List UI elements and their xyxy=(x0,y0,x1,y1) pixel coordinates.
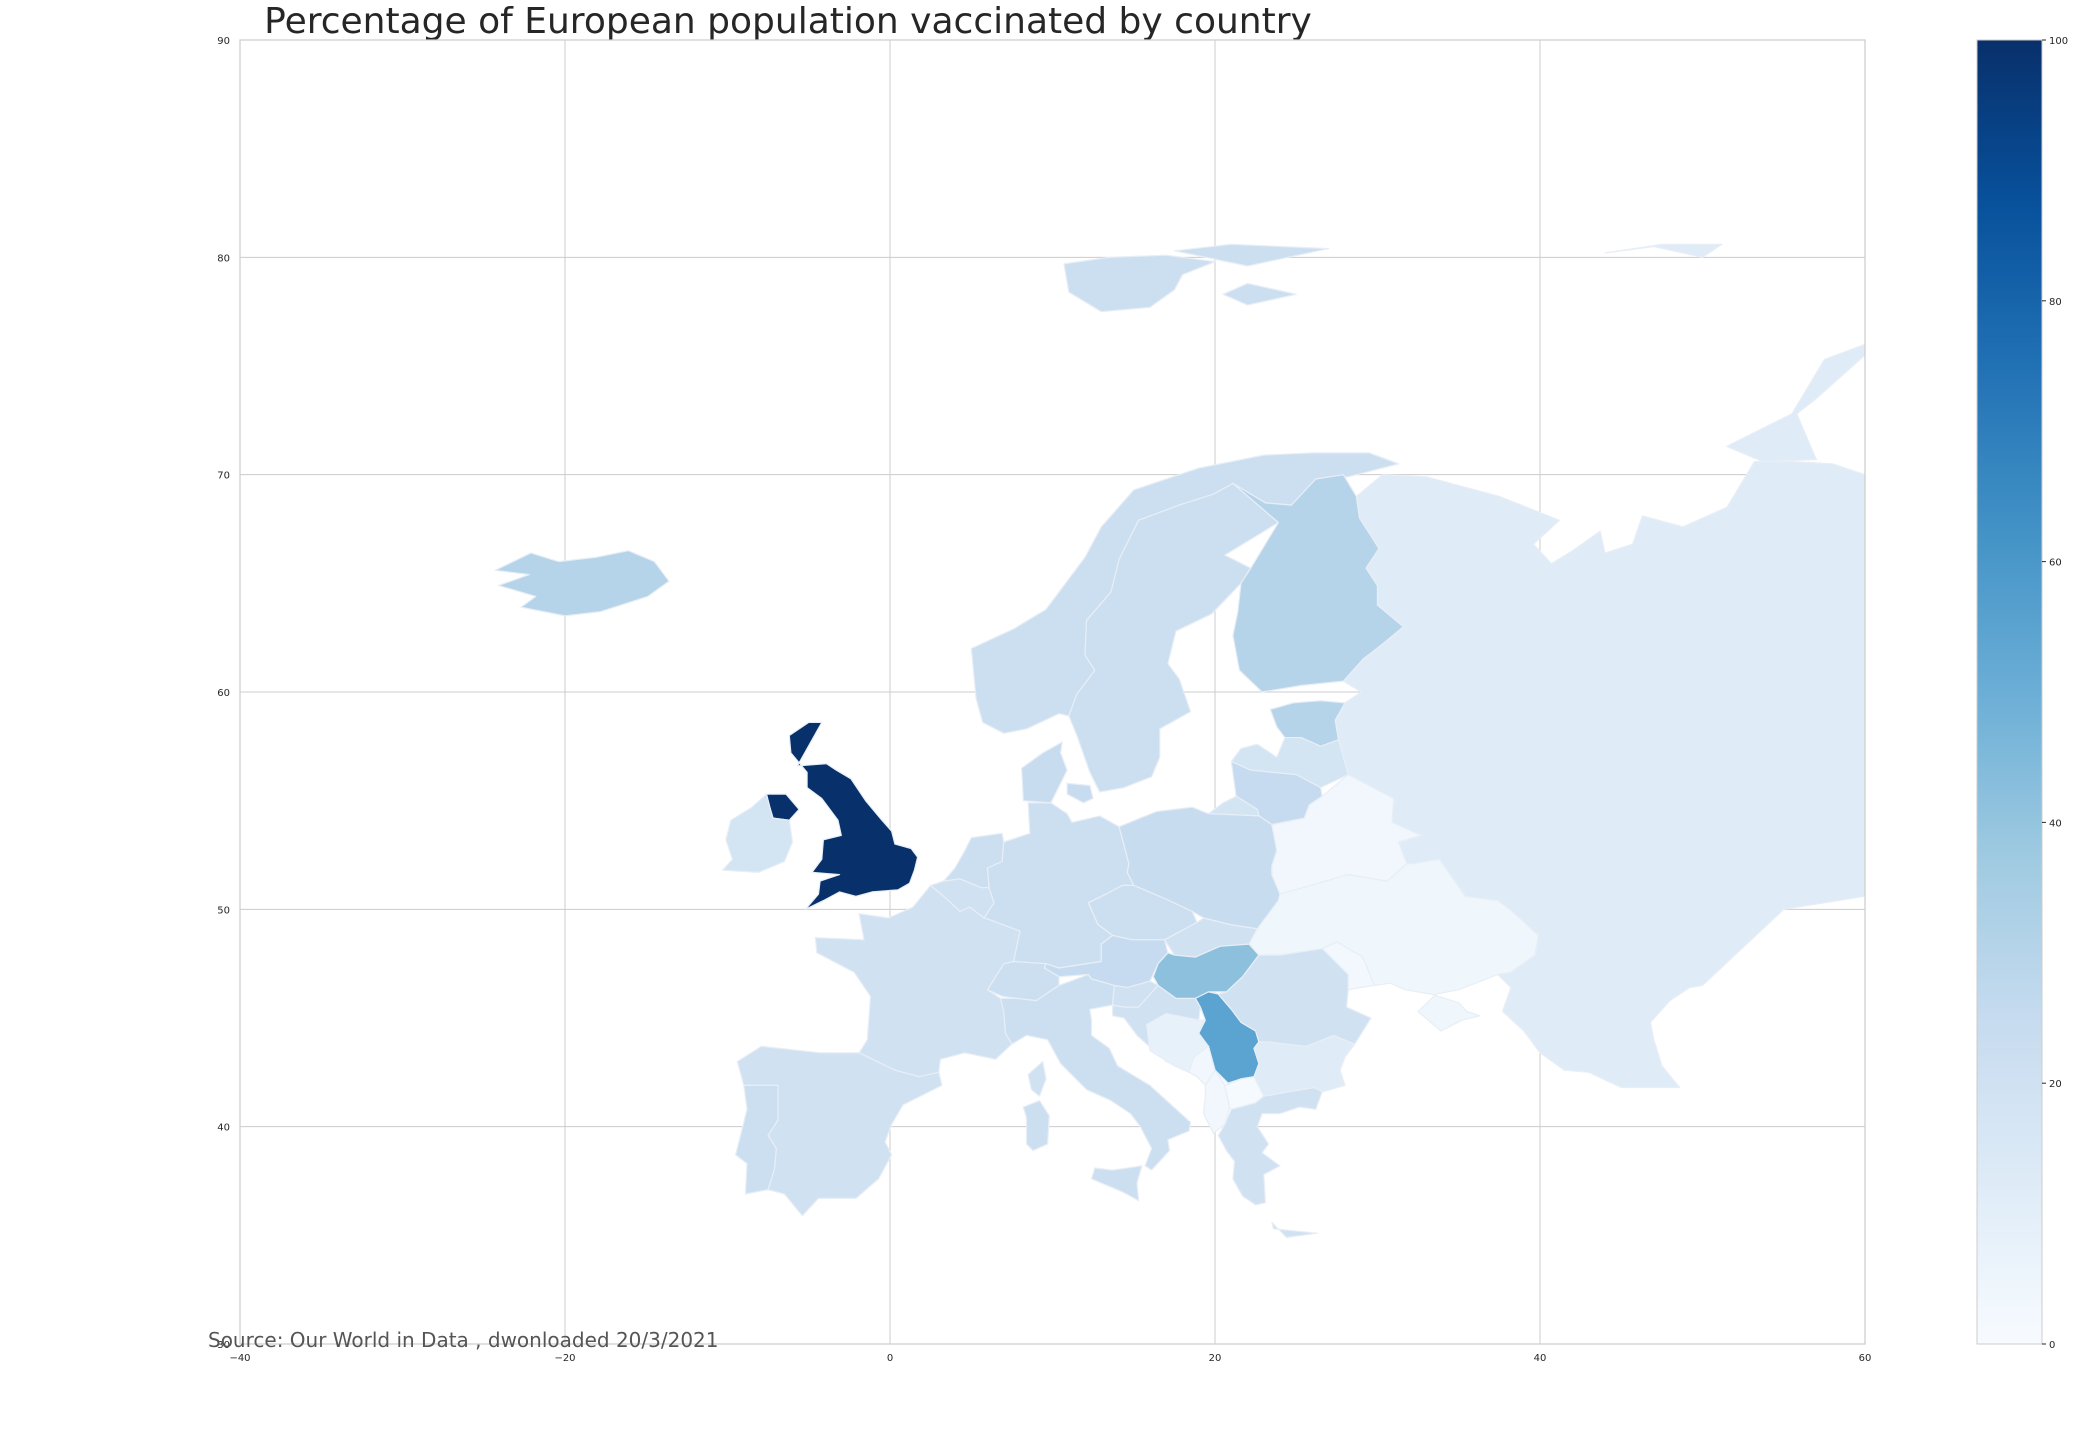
y-axis-ticks: 30 40 50 60 70 80 90 xyxy=(217,36,230,1351)
x-tick-label: 20 xyxy=(1209,1353,1222,1364)
colorbar-tick-label: 0 xyxy=(2049,1340,2055,1351)
country-bulgaria xyxy=(1253,1034,1356,1097)
chart-title: Percentage of European population vaccin… xyxy=(264,1,1312,42)
colorbar-tick-label: 100 xyxy=(2049,36,2068,47)
colorbar-tick-label: 20 xyxy=(2049,1079,2062,1090)
y-tick-label: 90 xyxy=(217,36,230,47)
country-iceland xyxy=(494,550,670,617)
x-tick-label: 40 xyxy=(1534,1353,1547,1364)
y-tick-label: 30 xyxy=(217,1340,230,1351)
x-tick-label: −20 xyxy=(554,1353,575,1364)
x-tick-label: −40 xyxy=(229,1353,250,1364)
country-sicily xyxy=(1090,1165,1143,1202)
x-tick-label: 60 xyxy=(1859,1353,1872,1364)
country-united-kingdom xyxy=(788,721,919,910)
country-portugal xyxy=(735,1084,779,1195)
country-greece xyxy=(1217,1086,1323,1239)
country-russia xyxy=(1334,243,1866,1089)
country-regions xyxy=(494,243,1866,1239)
colorbar-ticks: 0 20 40 60 80 100 xyxy=(2042,36,2068,1351)
country-estonia xyxy=(1269,700,1346,747)
y-tick-label: 40 xyxy=(217,1123,230,1134)
country-kosovo xyxy=(1214,1069,1242,1086)
map-frame xyxy=(239,39,1866,1345)
country-france xyxy=(814,884,1021,1078)
colorbar-tick-label: 40 xyxy=(2049,818,2062,829)
country-ireland xyxy=(722,793,794,873)
source-caption: Source: Our World in Data , dwonloaded 2… xyxy=(208,1328,719,1352)
y-tick-label: 70 xyxy=(217,471,230,482)
colorbar xyxy=(1976,39,2043,1345)
y-tick-label: 50 xyxy=(217,905,230,916)
colorbar-tick-label: 60 xyxy=(2049,558,2062,569)
y-tick-label: 80 xyxy=(217,253,230,264)
y-tick-label: 60 xyxy=(217,688,230,699)
x-axis-ticks: −40 −20 0 20 40 60 xyxy=(229,1353,1871,1364)
country-denmark xyxy=(1021,741,1094,804)
country-corsica xyxy=(1027,1060,1047,1097)
colorbar-tick-label: 80 xyxy=(2049,297,2062,308)
country-czechia xyxy=(1087,884,1198,941)
country-sardinia xyxy=(1022,1100,1050,1152)
country-italy xyxy=(999,973,1192,1171)
x-tick-label: 0 xyxy=(887,1353,893,1364)
country-svalbard xyxy=(1063,243,1330,313)
